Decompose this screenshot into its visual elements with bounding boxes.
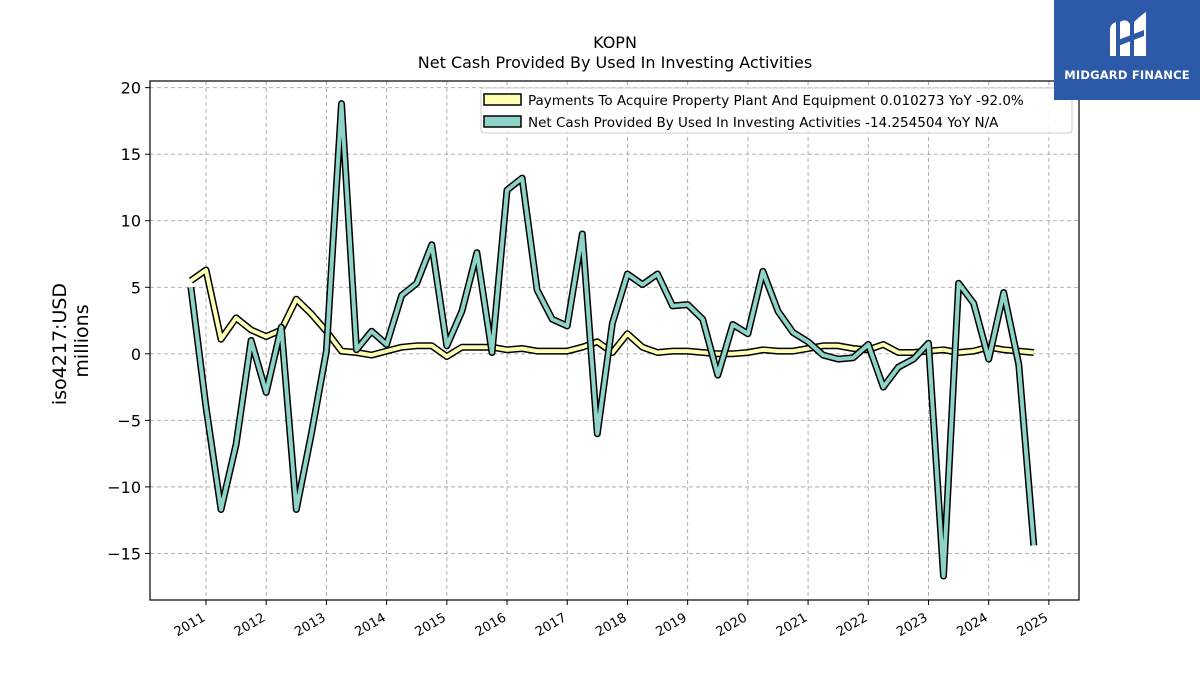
legend: Payments To Acquire Property Plant And E… xyxy=(480,87,1073,134)
y-tick-label: 10 xyxy=(121,212,141,231)
y-tick-label: −5 xyxy=(117,411,141,430)
y-tick-label: −10 xyxy=(107,478,141,497)
y-axis-label-line-2: millions xyxy=(71,304,93,377)
legend-box xyxy=(480,87,1073,134)
y-axis: 20 15 10 5 0 −5 −10 −15 xyxy=(107,79,150,563)
x-tick-label: 2019 xyxy=(653,610,689,640)
x-tick-label: 2014 xyxy=(352,610,388,640)
x-tick-label: 2022 xyxy=(834,610,870,640)
series-line-investing xyxy=(188,101,1036,578)
series-line-ppe xyxy=(189,268,1034,359)
chart-title: KOPN xyxy=(593,33,637,52)
x-tick-label: 2024 xyxy=(955,610,991,640)
x-tick-label: 2025 xyxy=(1015,610,1051,640)
x-tick-label: 2013 xyxy=(292,610,328,640)
x-tick-label: 2011 xyxy=(172,610,208,640)
x-tick-label: 2020 xyxy=(714,610,750,640)
legend-swatch-investing xyxy=(483,115,522,128)
y-tick-label: 15 xyxy=(121,145,141,164)
y-axis-label: iso4217:USD millions xyxy=(49,277,93,405)
y-tick-label: 5 xyxy=(131,278,141,297)
legend-label-ppe: Payments To Acquire Property Plant And E… xyxy=(528,93,1024,109)
series-lines xyxy=(187,100,1038,580)
logo-text: MIDGARD FINANCE xyxy=(1064,68,1190,82)
series-line-investing-outline xyxy=(187,100,1038,580)
x-tick-label: 2016 xyxy=(473,610,509,640)
chart-subtitle: Net Cash Provided By Used In Investing A… xyxy=(418,53,812,72)
x-tick-label: 2015 xyxy=(413,610,449,640)
x-tick-label: 2017 xyxy=(533,610,569,640)
x-tick-label: 2023 xyxy=(894,610,930,640)
x-tick-label: 2018 xyxy=(593,610,629,640)
legend-label-investing: Net Cash Provided By Used In Investing A… xyxy=(528,115,999,131)
midgard-logo: MIDGARD FINANCE xyxy=(1054,0,1200,100)
plot-frame xyxy=(149,80,1080,601)
x-tick-label: 2021 xyxy=(774,610,810,640)
legend-swatch-ppe xyxy=(483,93,522,106)
y-tick-label: 0 xyxy=(131,345,141,364)
x-axis: 2011 2012 2013 2014 2015 2016 2017 2018 2019 2020… xyxy=(172,600,1051,640)
y-tick-label: 20 xyxy=(121,79,141,98)
midgard-logo-icon xyxy=(1110,12,1146,56)
x-tick-label: 2012 xyxy=(232,610,268,640)
y-axis-label-line-1: iso4217:USD xyxy=(49,283,71,405)
y-tick-label: −15 xyxy=(107,544,141,563)
